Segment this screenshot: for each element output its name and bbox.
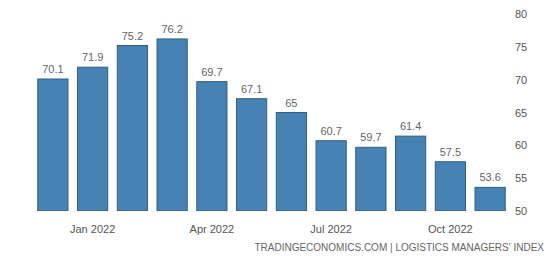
y-tick [511, 79, 514, 80]
data-label: 70.1 [42, 63, 63, 75]
bar [117, 46, 147, 211]
y-tick [511, 112, 514, 113]
data-label: 57.5 [440, 146, 461, 158]
y-tick-label: 55 [515, 172, 527, 184]
source-text: TRADINGECONOMICS.COM | LOGISTICS MANAGER… [254, 242, 544, 253]
x-tick-label: Jan 2022 [70, 223, 115, 235]
bar [237, 99, 267, 211]
y-tick-label: 70 [515, 74, 527, 86]
chart-svg: 50 55 60 65 70 75 80 70.1 71.9 75.2 76.2 69.7 67.1 65… [0, 0, 550, 256]
bar [435, 162, 465, 211]
y-tick-label: 65 [515, 107, 527, 119]
data-label: 69.7 [201, 66, 222, 78]
data-label: 59.7 [360, 131, 381, 143]
bar [276, 113, 306, 212]
y-tick [511, 211, 514, 212]
data-label: 61.4 [400, 120, 421, 132]
data-label: 60.7 [320, 125, 341, 137]
y-tick-label: 75 [515, 41, 527, 53]
data-label: 71.9 [82, 51, 103, 63]
bar [38, 79, 68, 211]
y-tick [511, 46, 514, 47]
bar [197, 82, 227, 211]
bar [157, 39, 187, 211]
y-tick [511, 178, 514, 179]
bar [316, 141, 346, 211]
bar [356, 147, 386, 211]
y-tick [511, 145, 514, 146]
data-label: 53.6 [479, 171, 500, 183]
y-tick-label: 80 [515, 8, 527, 20]
bar [475, 187, 505, 211]
bars [38, 39, 505, 211]
data-label: 67.1 [241, 83, 262, 95]
y-tick-label: 50 [515, 205, 527, 217]
data-label: 65 [285, 97, 297, 109]
x-tick-label: Oct 2022 [428, 223, 473, 235]
x-tick-label: Apr 2022 [190, 223, 235, 235]
chart-container: 50 55 60 65 70 75 80 70.1 71.9 75.2 76.2 69.7 67.1 65… [0, 0, 550, 256]
bar [396, 136, 426, 211]
bar [78, 67, 108, 211]
y-tick-label: 60 [515, 139, 527, 151]
data-label: 75.2 [122, 30, 143, 42]
y-tick [511, 14, 514, 15]
data-label: 76.2 [161, 23, 182, 35]
x-tick-label: Jul 2022 [310, 223, 352, 235]
